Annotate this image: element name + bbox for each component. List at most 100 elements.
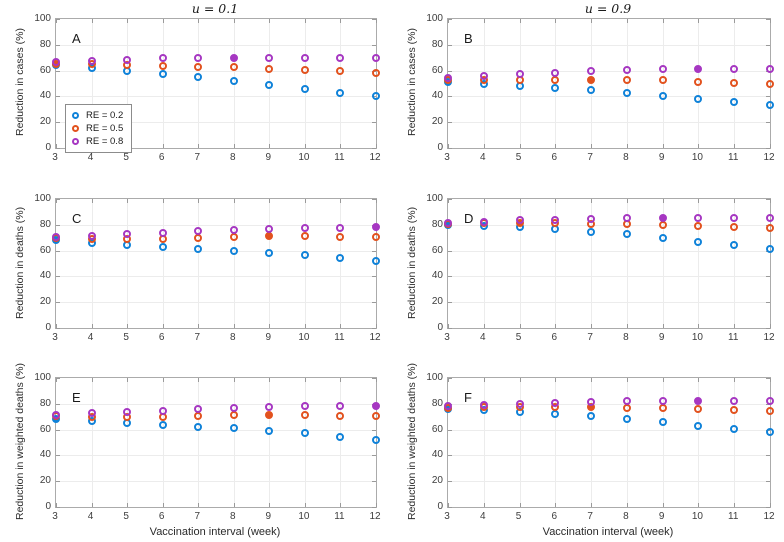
tick-mark [483, 199, 485, 203]
x-tick-label: 4 [87, 511, 94, 522]
tick-mark [483, 378, 485, 382]
tick-mark [56, 378, 60, 379]
y-tick-label: 80 [431, 218, 443, 230]
x-axis-label: Vaccination interval (week) [542, 526, 674, 538]
data-point [336, 89, 345, 98]
gridline [162, 19, 164, 148]
x-tick-label: 12 [763, 332, 775, 343]
data-point [622, 88, 631, 97]
x-tick-label: 4 [479, 511, 486, 522]
data-point [87, 56, 96, 65]
panel-letter: E [72, 390, 81, 405]
data-point [766, 65, 774, 74]
x-tick-label: 3 [444, 332, 450, 343]
data-point [694, 77, 703, 86]
tick-mark [372, 481, 376, 483]
gridline [56, 276, 376, 278]
tick-mark [372, 507, 376, 508]
panel-letter: D [464, 211, 474, 226]
subplot-title: u = 0.1 [191, 1, 239, 16]
y-tick-label: 20 [431, 475, 443, 487]
tick-mark [198, 378, 200, 382]
data-point [551, 398, 560, 407]
y-tick-label: 100 [34, 372, 51, 383]
gridline [56, 224, 376, 226]
tick-mark [591, 324, 593, 328]
data-point [694, 396, 703, 405]
tick-mark [91, 19, 93, 23]
tick-mark [555, 324, 557, 328]
gridline [56, 250, 376, 252]
tick-mark [56, 403, 60, 405]
gridline [448, 122, 770, 124]
tick-mark [770, 144, 771, 148]
tick-mark [127, 199, 129, 203]
y-axis-label: Reduction in cases (%) [14, 28, 26, 137]
data-point [730, 241, 739, 250]
x-tick-label: 5 [515, 152, 522, 163]
x-tick-label: 12 [369, 152, 381, 163]
data-point [694, 421, 703, 430]
legend-item: RE = 0.2 [72, 109, 123, 122]
tick-mark [304, 324, 306, 328]
tick-mark [269, 19, 271, 23]
data-point [551, 75, 560, 84]
data-point [265, 81, 274, 90]
x-tick-label: 3 [444, 152, 450, 163]
x-tick-label: 9 [658, 332, 665, 343]
gridline [233, 199, 235, 328]
tick-mark [483, 503, 485, 507]
data-point [336, 412, 345, 421]
y-tick-label: 0 [437, 322, 443, 333]
y-tick-label: 20 [39, 296, 51, 308]
x-tick-label: 6 [551, 511, 558, 522]
data-point [300, 65, 309, 74]
tick-mark [127, 503, 129, 507]
data-point [300, 429, 309, 438]
tick-mark [448, 276, 452, 278]
x-tick-label: 5 [123, 332, 129, 343]
tick-mark [56, 96, 60, 98]
tick-mark [198, 324, 200, 328]
tick-mark [233, 378, 235, 382]
panel-letter: F [464, 390, 472, 405]
tick-mark [233, 144, 235, 148]
tick-mark [91, 199, 93, 203]
data-point [658, 417, 667, 426]
data-point [372, 412, 380, 421]
x-tick-label: 5 [515, 511, 522, 522]
data-point [300, 232, 309, 241]
gridline [269, 378, 271, 507]
legend-item-label: RE = 0.8 [86, 136, 124, 147]
data-point [658, 404, 667, 413]
x-tick-label: 4 [479, 152, 486, 163]
tick-mark [56, 224, 60, 226]
gridline [626, 199, 628, 328]
data-point [265, 64, 274, 73]
tick-mark [448, 324, 449, 328]
data-point [372, 223, 380, 232]
tick-mark [448, 378, 452, 379]
tick-mark [127, 19, 129, 23]
tick-mark [555, 19, 557, 23]
panel-letter: B [464, 31, 473, 46]
tick-mark [56, 122, 60, 124]
gridline [56, 44, 376, 46]
subplot-D: D [444, 198, 774, 329]
y-tick-label: 80 [39, 397, 51, 409]
data-point [194, 234, 203, 243]
data-point [336, 224, 345, 233]
y-tick-label: 40 [431, 90, 443, 102]
data-point [123, 408, 132, 417]
data-point [658, 396, 667, 405]
y-axis-label: Reduction in weighted deaths (%) [406, 362, 418, 520]
data-point [658, 221, 667, 230]
x-tick-label: 9 [265, 511, 272, 522]
data-point [265, 232, 274, 241]
data-point [372, 233, 380, 242]
x-tick-label: 12 [763, 511, 775, 522]
legend-item: RE = 0.8 [72, 135, 123, 148]
x-tick-label: 10 [298, 152, 310, 163]
gridline [269, 199, 271, 328]
tick-mark [698, 503, 700, 507]
